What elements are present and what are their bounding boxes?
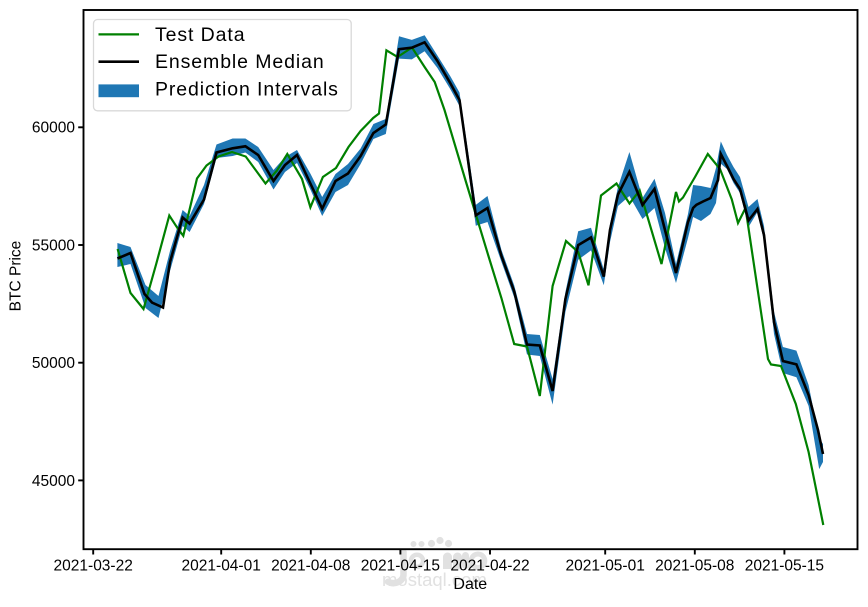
svg-text:Ensemble Median: Ensemble Median bbox=[155, 51, 325, 73]
svg-text:2021-04-15: 2021-04-15 bbox=[361, 557, 440, 574]
svg-text:2021-04-01: 2021-04-01 bbox=[182, 557, 261, 574]
svg-text:45000: 45000 bbox=[32, 473, 75, 490]
svg-text:2021-04-22: 2021-04-22 bbox=[450, 557, 529, 574]
svg-text:60000: 60000 bbox=[32, 120, 75, 137]
svg-text:2021-05-15: 2021-05-15 bbox=[745, 557, 824, 574]
svg-text:50000: 50000 bbox=[32, 355, 75, 372]
svg-text:Test Data: Test Data bbox=[155, 24, 245, 46]
svg-text:2021-05-08: 2021-05-08 bbox=[655, 557, 734, 574]
svg-text:2021-03-22: 2021-03-22 bbox=[54, 557, 133, 574]
svg-text:Date: Date bbox=[453, 576, 487, 593]
svg-text:2021-05-01: 2021-05-01 bbox=[566, 557, 645, 574]
svg-text:55000: 55000 bbox=[32, 237, 75, 254]
svg-text:BTC Price: BTC Price bbox=[8, 241, 25, 312]
svg-text:mostaql.com: mostaql.com bbox=[382, 569, 487, 590]
svg-text:Prediction Intervals: Prediction Intervals bbox=[155, 79, 339, 101]
svg-text:2021-04-08: 2021-04-08 bbox=[271, 557, 350, 574]
